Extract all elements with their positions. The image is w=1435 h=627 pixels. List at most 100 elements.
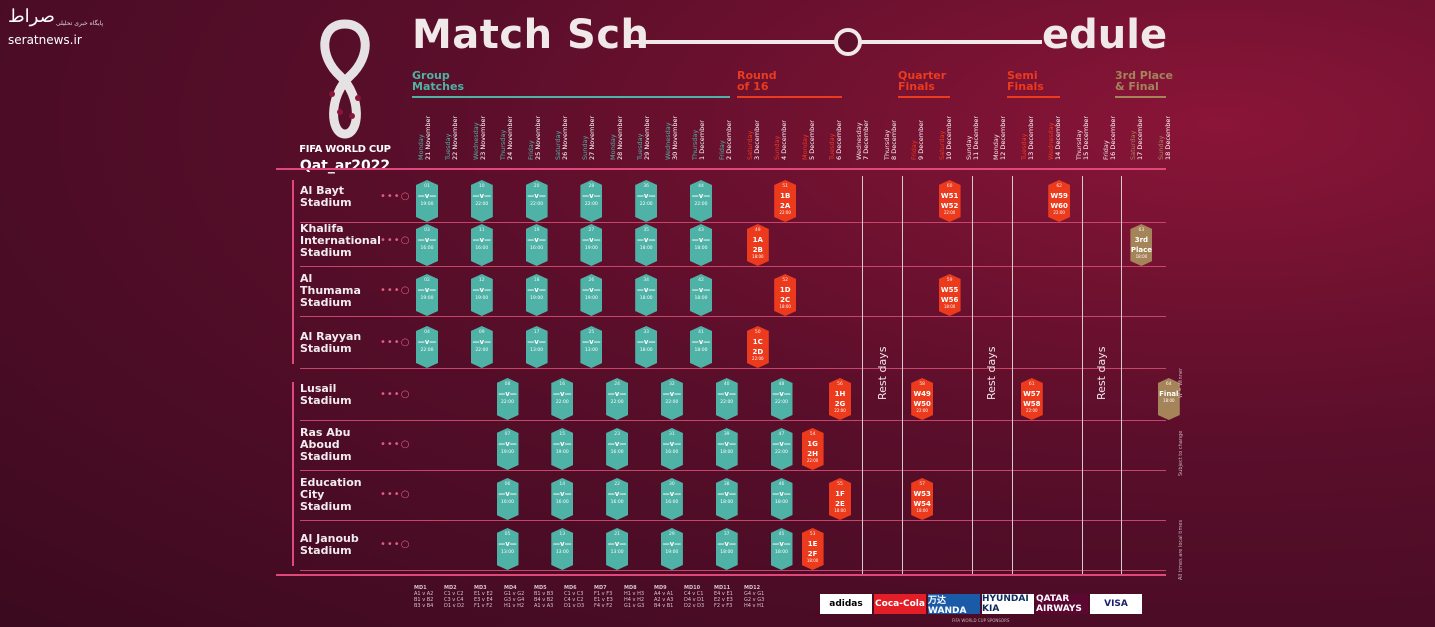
bracket-north	[292, 180, 294, 364]
match-teams: —v—	[417, 286, 437, 294]
match-time: 18:00	[639, 296, 653, 301]
matchday-fixtures: G4 v G1 G2 v G3 H4 v H1	[744, 591, 765, 609]
group-match-marker[interactable]: 13 —v— 13:00	[551, 528, 574, 570]
group-match-marker[interactable]: 16 —v— 22:00	[551, 378, 574, 420]
match-teams: —v—	[498, 390, 517, 398]
knockout-match-marker[interactable]: 53 1E 2F 18:00	[801, 528, 824, 570]
group-match-marker[interactable]: 46 —v— 18:00	[770, 478, 793, 520]
day-date: 10 December	[944, 115, 953, 160]
knockout-match-marker[interactable]: 60 W51 W52 22:00	[938, 180, 961, 222]
stadium-name: Education City Stadium	[300, 476, 362, 513]
matchday-legend: MD8 H1 v H3 H4 v H2 G1 v G3	[624, 585, 654, 609]
group-match-marker[interactable]: 20 —v— 22:00	[525, 180, 548, 222]
match-teams: —v—	[498, 490, 517, 498]
rest-days-column	[862, 176, 904, 574]
day-date: 26 November	[561, 115, 569, 160]
group-match-marker[interactable]: 04 —v— 22:00	[416, 326, 438, 368]
knockout-match-marker[interactable]: 64 Final 18:00	[1157, 378, 1180, 420]
knockout-match-marker[interactable]: 57 W53 W54 18:00	[911, 478, 934, 520]
group-match-marker[interactable]: 38 —v— 18:00	[715, 478, 738, 520]
day-label: Monday 12 December	[992, 100, 1007, 160]
knockout-match-marker[interactable]: 59 W55 W56 18:00	[938, 274, 961, 316]
connector-dots: •••○	[380, 337, 411, 348]
group-match-marker[interactable]: 27 —v— 19:00	[580, 224, 603, 266]
group-match-marker[interactable]: 08 —v— 22:00	[496, 378, 519, 420]
group-match-marker[interactable]: 23 —v— 16:00	[606, 428, 629, 470]
match-number: 42	[698, 278, 704, 283]
knockout-match-marker[interactable]: 54 1G 2H 22:00	[801, 428, 824, 470]
group-match-marker[interactable]: 37 —v— 18:00	[715, 528, 738, 570]
group-match-marker[interactable]: 10 —v— 22:00	[470, 180, 493, 222]
knockout-match-marker[interactable]: 52 1D 2C 18:00	[774, 274, 797, 316]
group-match-marker[interactable]: 02 —v— 19:00	[416, 274, 438, 316]
group-match-marker[interactable]: 34 —v— 18:00	[635, 274, 658, 316]
group-match-marker[interactable]: 39 —v— 18:00	[715, 428, 738, 470]
group-match-marker[interactable]: 05 —v— 13:00	[496, 528, 519, 570]
group-match-marker[interactable]: 30 —v— 16:00	[660, 478, 683, 520]
knockout-match-marker[interactable]: 62 W59 W60 22:00	[1048, 180, 1071, 222]
group-match-marker[interactable]: 47 —v— 22:00	[770, 428, 793, 470]
group-match-marker[interactable]: 24 —v— 22:00	[606, 378, 629, 420]
group-match-marker[interactable]: 36 —v— 22:00	[635, 180, 658, 222]
group-match-marker[interactable]: 06 —v— 16:00	[496, 478, 519, 520]
group-match-marker[interactable]: 33 —v— 18:00	[635, 326, 658, 368]
group-match-marker[interactable]: 48 —v— 22:00	[770, 378, 793, 420]
knockout-match-marker[interactable]: 63 3rd Place 18:00	[1130, 224, 1153, 266]
group-match-marker[interactable]: 31 —v— 16:00	[660, 428, 683, 470]
group-match-marker[interactable]: 03 —v— 16:00	[416, 224, 438, 266]
match-time: 18:00	[775, 550, 788, 555]
world-cup-emblem: FIFA WORLD CUP Qat_ar2022	[280, 16, 410, 174]
group-match-marker[interactable]: 09 —v— 22:00	[470, 326, 493, 368]
group-match-marker[interactable]: 25 —v— 13:00	[580, 326, 603, 368]
group-match-marker[interactable]: 40 —v— 22:00	[715, 378, 738, 420]
knockout-match-marker[interactable]: 58 W49 W50 22:00	[911, 378, 934, 420]
match-number: 56	[837, 382, 843, 387]
match-time: 22:00	[584, 202, 598, 207]
group-match-marker[interactable]: 15 —v— 19:00	[551, 428, 574, 470]
row-divider	[300, 470, 1166, 471]
group-match-marker[interactable]: 32 —v— 22:00	[660, 378, 683, 420]
match-number: 23	[614, 432, 620, 437]
header-divider	[276, 168, 1166, 170]
match-bottom-team: W58	[1023, 400, 1041, 408]
group-match-marker[interactable]: 17 —v— 13:00	[525, 326, 548, 368]
watermark-site[interactable]: seratnews.ir	[8, 33, 82, 47]
group-match-marker[interactable]: 35 —v— 18:00	[635, 224, 658, 266]
group-match-marker[interactable]: 07 —v— 19:00	[496, 428, 519, 470]
knockout-match-marker[interactable]: 51 1B 2A 22:00	[774, 180, 797, 222]
group-match-marker[interactable]: 21 —v— 13:00	[606, 528, 629, 570]
group-match-marker[interactable]: 22 —v— 16:00	[606, 478, 629, 520]
matchday-head: MD8	[624, 585, 637, 591]
group-match-marker[interactable]: 41 —v— 18:00	[690, 326, 712, 368]
group-match-marker[interactable]: 01 —v— 19:00	[416, 180, 438, 222]
match-time: 22:00	[610, 400, 624, 405]
match-number: 62	[1056, 184, 1063, 189]
group-match-marker[interactable]: 42 —v— 18:00	[690, 274, 712, 316]
knockout-match-marker[interactable]: 50 1C 2D 22:00	[746, 326, 769, 368]
match-number: 31	[669, 432, 675, 437]
knockout-match-marker[interactable]: 61 W57 W58 22:00	[1020, 378, 1043, 420]
match-number: 41	[698, 330, 704, 335]
day-date: 29 November	[643, 115, 652, 160]
group-match-marker[interactable]: 28 —v— 22:00	[580, 180, 603, 222]
group-match-marker[interactable]: 14 —v— 16:00	[551, 478, 574, 520]
knockout-match-marker[interactable]: 49 1A 2B 18:00	[746, 224, 769, 266]
match-teams: —v—	[636, 286, 656, 294]
group-match-marker[interactable]: 29 —v— 19:00	[660, 528, 683, 570]
group-match-marker[interactable]: 11 —v— 16:00	[470, 224, 493, 266]
phase-header: Quarter Finals	[898, 69, 947, 93]
group-match-marker[interactable]: 43 —v— 18:00	[690, 224, 712, 266]
group-match-marker[interactable]: 44 —v— 22:00	[690, 180, 712, 222]
group-match-marker[interactable]: 45 —v— 18:00	[770, 528, 793, 570]
group-match-marker[interactable]: 26 —v— 19:00	[580, 274, 603, 316]
knockout-match-marker[interactable]: 55 1F 2E 18:00	[829, 478, 851, 520]
day-date: 6 December	[835, 120, 843, 160]
knockout-match-marker[interactable]: 56 1H 2G 22:00	[829, 378, 851, 420]
group-match-marker[interactable]: 18 —v— 19:00	[525, 274, 548, 316]
match-teams: —v—	[772, 440, 791, 448]
match-time: 22:00	[420, 348, 434, 353]
group-match-marker[interactable]: 12 —v— 19:00	[470, 274, 493, 316]
group-match-marker[interactable]: 19 —v— 16:00	[525, 224, 548, 266]
match-bottom-team: 2A	[780, 202, 791, 210]
